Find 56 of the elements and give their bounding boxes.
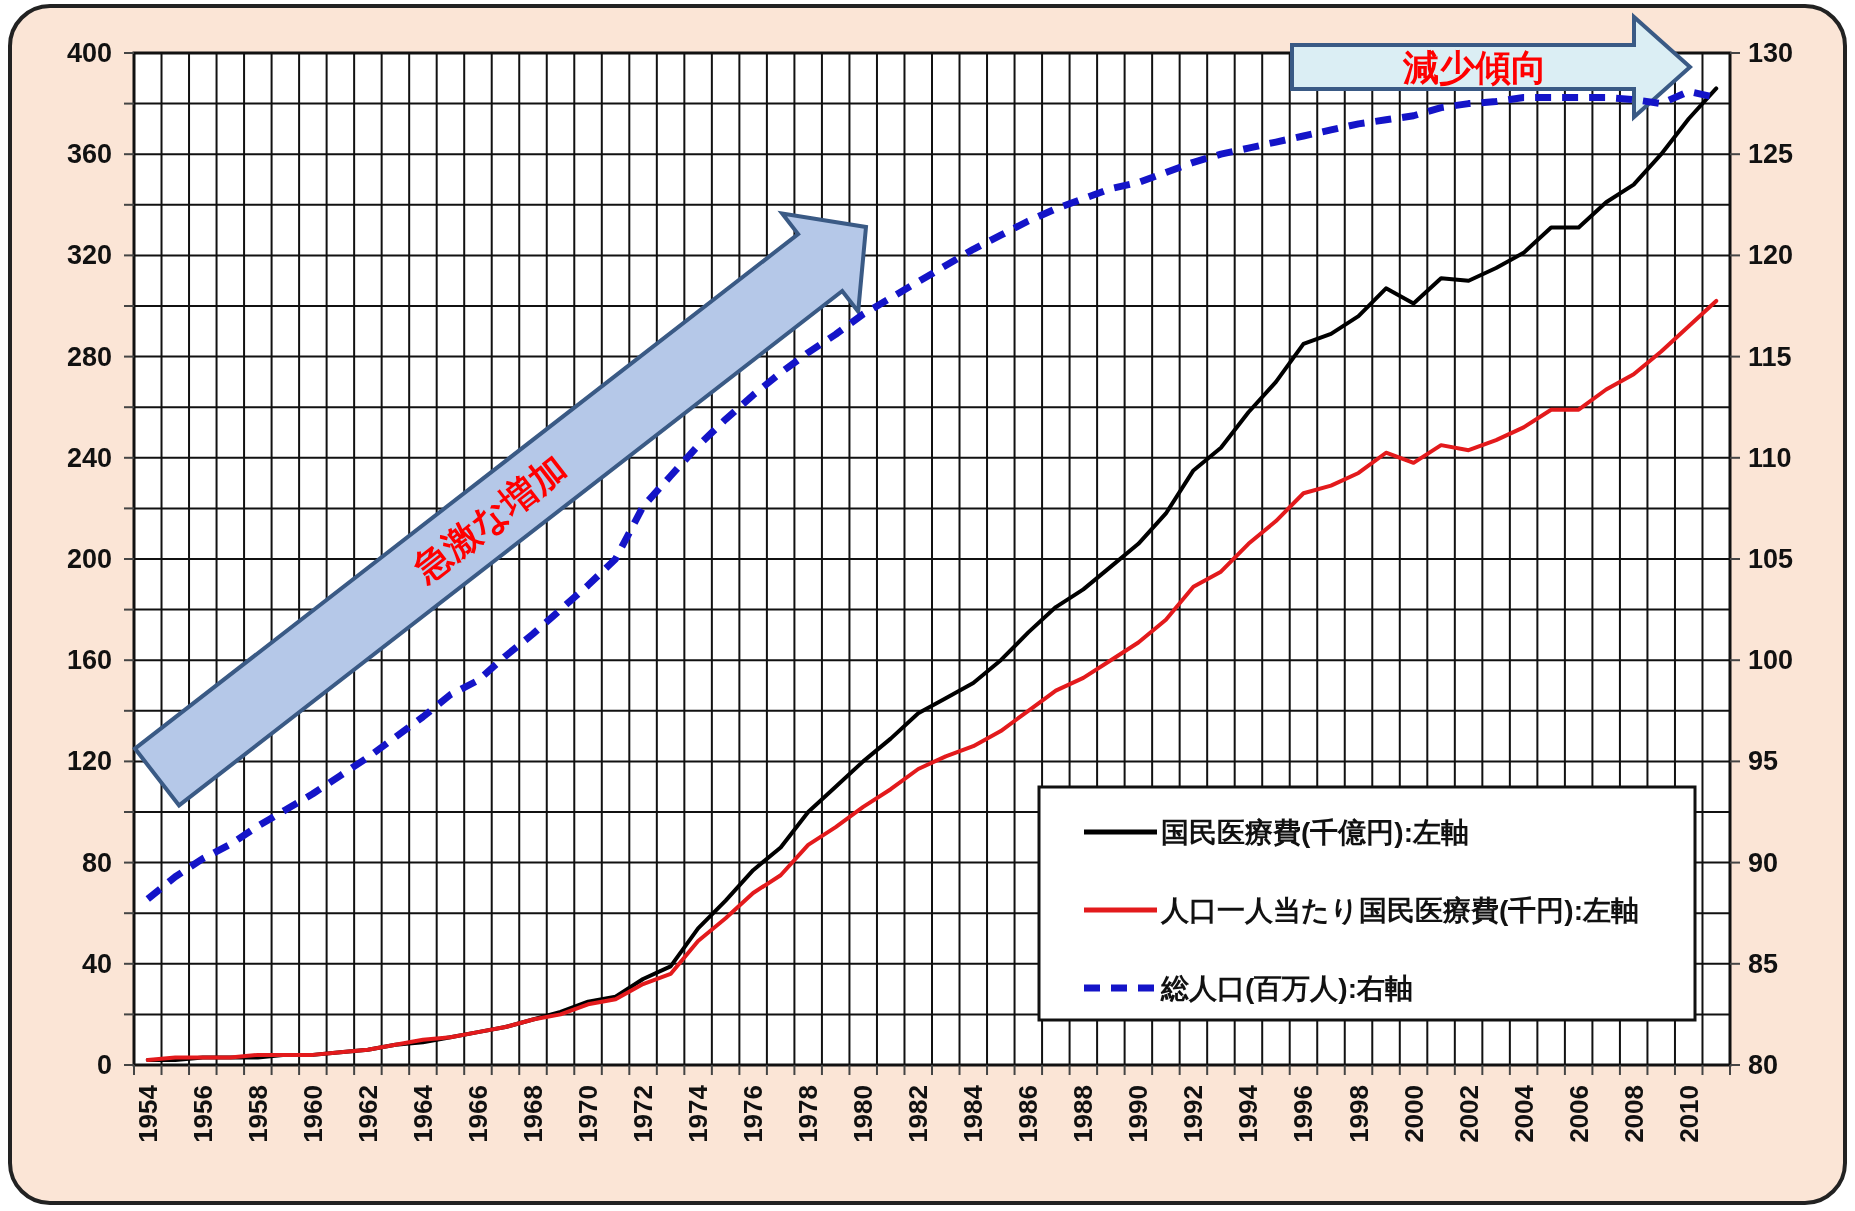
x-tick-label: 2002 <box>1453 1085 1484 1143</box>
x-tick-label: 1982 <box>903 1085 934 1143</box>
x-tick-label: 1962 <box>352 1085 383 1143</box>
x-tick-label: 2008 <box>1618 1085 1649 1143</box>
y-tick-label: 80 <box>81 847 112 878</box>
y2-tick-label: 130 <box>1748 38 1794 68</box>
x-tick-label: 1998 <box>1343 1085 1374 1143</box>
y2-tick-label: 80 <box>1748 1050 1779 1080</box>
x-tick-label: 1960 <box>297 1085 328 1143</box>
x-tick-label: 1970 <box>573 1085 604 1143</box>
y2-tick-label: 90 <box>1748 847 1779 878</box>
x-tick-label: 1994 <box>1233 1084 1264 1143</box>
legend-label: 人口一人当たり国民医療費(千円):左軸 <box>1160 895 1639 926</box>
y-tick-label: 360 <box>66 139 112 170</box>
annotation: 減少傾向 <box>1402 47 1547 88</box>
x-tick-label: 1958 <box>242 1085 273 1143</box>
y-tick-label: 400 <box>66 38 112 68</box>
x-tick-label: 1956 <box>187 1085 218 1143</box>
x-tick-label: 1992 <box>1178 1085 1209 1143</box>
y2-tick-label: 105 <box>1748 544 1794 574</box>
y-tick-label: 320 <box>66 240 112 271</box>
x-tick-label: 2004 <box>1508 1084 1539 1143</box>
legend-label: 国民医療費(千億円):左軸 <box>1161 817 1469 848</box>
legend-label: 総人口(百万人):右軸 <box>1160 973 1413 1004</box>
x-tick-label: 2010 <box>1673 1085 1704 1143</box>
annotation: 急激な増加 <box>404 446 574 591</box>
x-tick-label: 1990 <box>1123 1085 1154 1143</box>
x-tick-label: 1974 <box>683 1084 714 1143</box>
y2-tick-label: 110 <box>1748 442 1792 473</box>
y-tick-label: 120 <box>66 746 112 777</box>
x-tick-label: 2000 <box>1398 1085 1429 1143</box>
x-tick-label: 1986 <box>1013 1085 1044 1143</box>
x-tick-label: 1984 <box>958 1084 989 1143</box>
y2-tick-label: 85 <box>1748 948 1779 979</box>
y2-tick-label: 100 <box>1748 645 1794 676</box>
y-tick-label: 200 <box>66 544 112 574</box>
x-tick-label: 1980 <box>848 1085 879 1143</box>
y-tick-label: 160 <box>66 645 112 676</box>
x-tick-label: 1966 <box>462 1085 493 1143</box>
x-tick-label: 1968 <box>518 1085 548 1143</box>
y-tick-label: 280 <box>66 341 112 372</box>
y-tick-label: 40 <box>81 948 112 979</box>
y2-tick-label: 120 <box>1748 240 1794 271</box>
x-tick-label: 1978 <box>793 1085 824 1143</box>
y2-tick-label: 95 <box>1748 746 1779 777</box>
x-tick-label: 1972 <box>628 1085 659 1143</box>
y2-tick-label: 125 <box>1748 139 1794 170</box>
x-tick-label: 1976 <box>738 1085 769 1143</box>
x-tick-label: 1996 <box>1288 1085 1319 1143</box>
x-tick-label: 2006 <box>1563 1085 1594 1143</box>
y-tick-label: 0 <box>96 1050 112 1080</box>
y-tick-label: 240 <box>66 442 112 473</box>
x-tick-label: 1964 <box>407 1084 438 1143</box>
x-tick-label: 1954 <box>132 1084 163 1143</box>
x-tick-label: 1988 <box>1068 1085 1099 1143</box>
y2-tick-label: 115 <box>1748 341 1792 372</box>
